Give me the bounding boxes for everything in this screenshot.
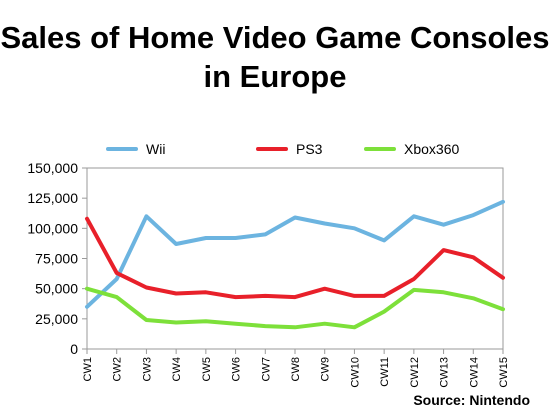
chart-title-line-2: in Europe [203, 59, 347, 94]
x-tick-label: CW12 [409, 357, 421, 388]
y-tick-label: 100,000 [27, 220, 78, 236]
x-tick-label: CW15 [498, 357, 510, 388]
x-tick-label: CW1 [82, 357, 94, 381]
x-tick-label: CW14 [468, 357, 480, 388]
y-tick-label: 25,000 [35, 311, 78, 327]
x-axis: CW1 CW2 CW3 CW4 CW5 CW6 CW7 CW8 CW9 CW10 CW11 CW12 C… [82, 349, 510, 388]
x-tick-label: CW5 [201, 357, 213, 381]
plot-area [85, 167, 505, 350]
x-tick-label: CW13 [439, 357, 451, 388]
x-tick-label: CW11 [379, 357, 391, 387]
series-line-wii [85, 199, 505, 309]
x-tick-label: CW3 [141, 357, 153, 381]
x-tick-label: CW8 [290, 357, 302, 381]
y-tick-label: 75,000 [35, 251, 78, 267]
source-note: Source: Nintendo [413, 392, 530, 408]
chart-title-line-1: Sales of Home Video Game Consoles [0, 20, 550, 55]
y-tick-label: 150,000 [27, 160, 78, 176]
legend-label-wii: Wii [146, 141, 165, 157]
x-tick-label: CW7 [260, 357, 272, 381]
y-tick-label: 0 [70, 341, 78, 357]
x-tick-label: CW6 [231, 357, 243, 381]
legend-label-xbox360: Xbox360 [404, 141, 459, 157]
x-tick-label: CW10 [349, 357, 361, 388]
x-tick-label: CW9 [320, 357, 332, 381]
chart-legend: Wii PS3 Xbox360 [106, 141, 459, 157]
chart-title: Sales of Home Video Game Consoles in Eur… [0, 18, 550, 96]
y-tick-label: 125,000 [27, 190, 78, 206]
y-axis: 0 25,000 50,000 75,000 100,000 125,000 150,000 [27, 160, 87, 357]
legend-label-ps3: PS3 [296, 141, 323, 157]
series-line-ps3 [85, 216, 505, 300]
x-tick-label: CW2 [112, 357, 124, 381]
series-line-xbox360 [85, 286, 505, 330]
y-tick-label: 50,000 [35, 281, 78, 297]
plot-frame [86, 167, 504, 350]
x-tick-label: CW4 [171, 357, 183, 381]
